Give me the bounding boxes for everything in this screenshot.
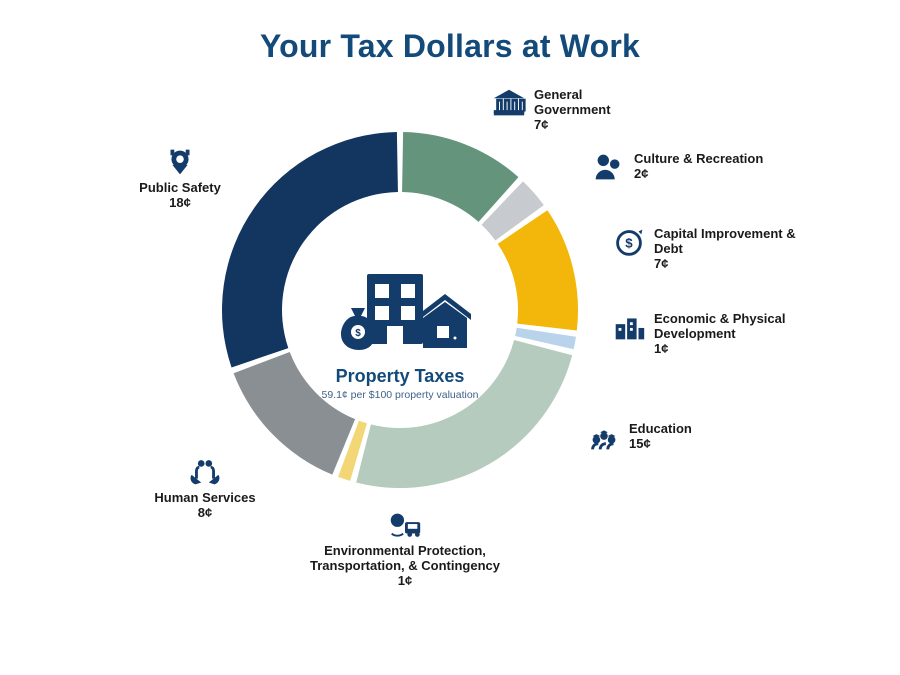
- donut-chart: $ Property Taxes 59.1¢ per $100 property…: [220, 130, 580, 490]
- svg-text:$: $: [355, 328, 361, 339]
- slice-label: Capital Improvement & Debt: [654, 227, 800, 257]
- grad-icon: [585, 420, 623, 456]
- slice-label: Economic & Physical Development: [654, 312, 810, 342]
- slice-amount: 18¢: [169, 195, 191, 210]
- city-icon: [610, 310, 648, 346]
- slice-label: Human Services: [145, 491, 265, 506]
- slice-amount: 1¢: [654, 341, 668, 356]
- slice-label: Environmental Protection, Transportation…: [290, 544, 520, 574]
- page-title: Your Tax Dollars at Work: [0, 28, 900, 65]
- center-subtitle: 59.1¢ per $100 property valuation: [220, 389, 580, 401]
- dollar-icon: $: [610, 225, 648, 261]
- slice-label: Public Safety: [115, 181, 245, 196]
- slice-label: Education: [629, 422, 692, 437]
- badge-icon: [115, 145, 245, 179]
- label-human: Human Services8¢: [145, 455, 265, 521]
- chart-center: $ Property Taxes 59.1¢ per $100 property…: [220, 268, 580, 401]
- label-safety: Public Safety18¢: [115, 145, 245, 211]
- label-econ: Economic & Physical Development1¢: [610, 310, 810, 357]
- slice-amount: 7¢: [654, 256, 668, 271]
- slice-label: General Government: [534, 88, 660, 118]
- hands-icon: [145, 455, 265, 489]
- label-edu: Education15¢: [585, 420, 755, 456]
- people-icon: [590, 150, 628, 186]
- label-capital: $ Capital Improvement & Debt7¢: [610, 225, 800, 272]
- slice-amount: 8¢: [198, 505, 212, 520]
- slice-amount: 1¢: [398, 573, 412, 588]
- label-env: Environmental Protection, Transportation…: [290, 508, 520, 589]
- slice-amount: 7¢: [534, 117, 548, 132]
- center-title: Property Taxes: [220, 366, 580, 387]
- label-culture: Culture & Recreation2¢: [590, 150, 770, 186]
- gov-icon: [490, 86, 528, 122]
- svg-text:$: $: [625, 236, 633, 251]
- label-gen_gov: General Government7¢: [490, 86, 660, 133]
- infographic-stage: Your Tax Dollars at Work: [0, 0, 900, 675]
- slice-label: Culture & Recreation: [634, 152, 763, 167]
- property-taxes-icon: $: [325, 268, 475, 360]
- slice-amount: 2¢: [634, 166, 648, 181]
- slice-amount: 15¢: [629, 436, 651, 451]
- bus-icon: [290, 508, 520, 542]
